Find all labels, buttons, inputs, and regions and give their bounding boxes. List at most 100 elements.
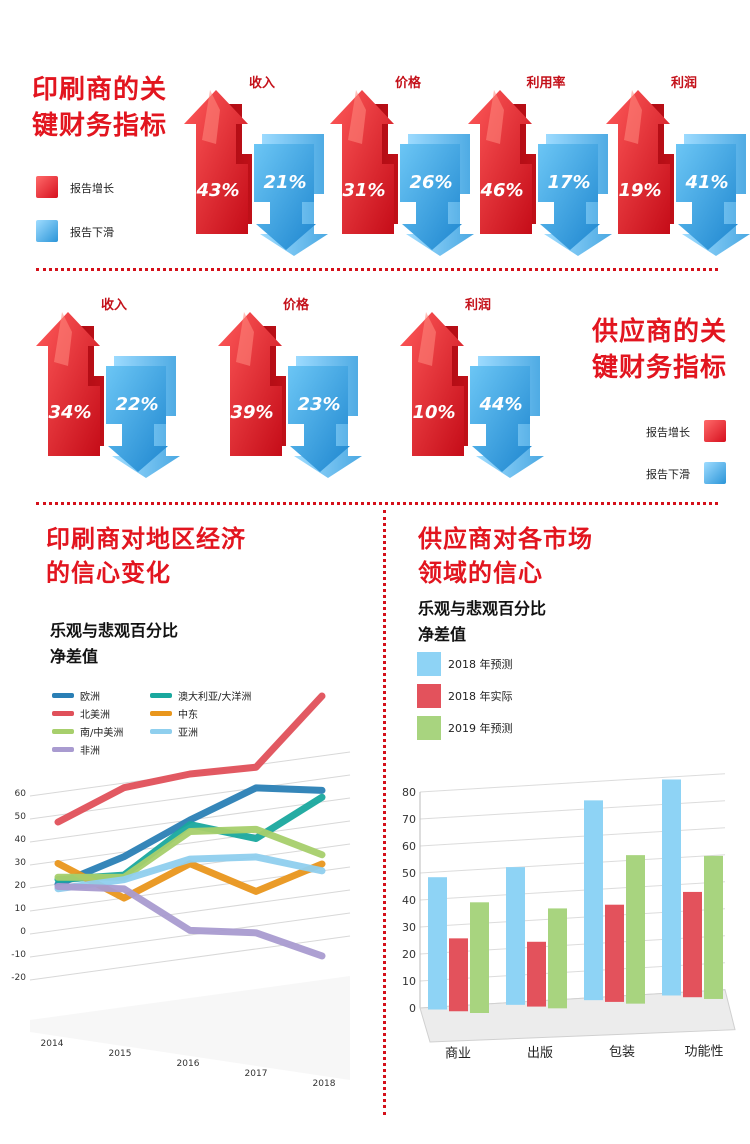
y-tick-label: 10 [15,904,27,914]
legend-up-swatch [704,420,726,442]
bar [626,855,645,1004]
y-tick-label: -20 [11,973,26,983]
printer-down-percent: 17% [547,172,590,193]
x-tick-label: 2014 [41,1039,64,1049]
printer-metric-label: 利用率 [526,76,566,91]
supplier-title-line2: 键财务指标 [592,353,728,383]
x-tick-label: 2018 [313,1079,336,1089]
down-arrow-icon [400,144,462,250]
bar [683,891,702,998]
category-label: 包装 [609,1045,635,1060]
up-arrow-icon [468,90,532,234]
printer-down-percent: 26% [409,172,452,193]
series-line [54,784,326,888]
printer-metric-label: 收入 [248,76,275,91]
y-tick-label: 20 [402,948,416,961]
down-arrow-icon [106,366,168,472]
up-arrow-icon [36,312,100,456]
bar [704,855,723,999]
bar [449,938,468,1012]
supplier-metric-label: 利润 [464,298,491,313]
legend-swatch [52,747,74,752]
printer-down-percent: 21% [263,172,306,193]
series-line [54,853,326,893]
legend-label: 非洲 [80,745,100,757]
bar-chart-title-line2: 领域的信心 [418,559,543,587]
bar [548,908,567,1009]
y-tick-label: -10 [11,950,26,960]
series-line [54,692,326,826]
line-chart-title: 印刷商对地区经济 的信心变化 [46,522,246,590]
up-arrow-highlight [418,312,436,366]
bar [584,800,603,1001]
bar-chart-title: 供应商对各市场 领域的信心 [418,522,593,590]
up-arrow-highlight [54,312,72,366]
legend-label: 澳大利亚/大洋洲 [178,690,251,703]
legend-swatch [52,729,74,734]
legend-down-swatch [36,220,58,242]
supplier-metric-label: 价格 [282,298,309,313]
down-arrow-icon [288,366,350,472]
y-tick-label: 40 [402,894,416,907]
gridline [29,820,351,866]
printer-metric-label: 价格 [394,76,421,91]
series-line [54,825,326,881]
printer-title-line2: 键财务指标 [32,111,168,141]
gridline [29,935,351,981]
down-arrow-icon [254,144,316,250]
down-arrow-icon [470,366,532,472]
line-chart-subtitle-line2: 净差值 [50,647,99,666]
y-tick-label: 40 [15,835,27,845]
supplier-title-line1: 供应商的关 [592,317,728,347]
y-tick-label: 30 [15,858,27,868]
category-label: 出版 [527,1046,553,1061]
legend-label: 亚洲 [178,727,198,739]
printer-title-line1: 印刷商的关 [32,75,168,105]
legend-swatch [417,684,441,708]
legend-label: 南/中美洲 [80,726,123,739]
gridline [419,773,726,793]
printer-legend-up-label: 报告增长 [70,182,114,195]
y-tick-label: 20 [15,881,27,891]
bar-chart-subtitle-line1: 乐观与悲观百分比 [418,599,547,618]
up-arrow-icon [218,312,282,456]
legend-swatch [150,729,172,734]
bar [662,779,681,996]
printer-arrow-pair: 43% 21% [184,90,328,256]
line-chart-subtitle: 乐观与悲观百分比 净差值 [50,618,178,670]
supplier-legend-up-label: 报告增长 [646,426,690,439]
line-chart-title-line2: 的信心变化 [46,559,171,587]
printer-title: 印刷商的关 键财务指标 [32,72,167,144]
series-line [54,882,326,960]
legend-down-swatch [704,462,726,484]
up-arrow-highlight [202,90,220,144]
printer-metric-label: 利润 [670,76,697,91]
bar [428,877,447,1010]
supplier-up-percent: 39% [230,402,273,423]
supplier-down-percent: 23% [297,394,340,415]
y-tick-label: 80 [402,786,416,799]
down-arrow-icon [538,144,600,250]
legend-label: 北美洲 [80,708,110,721]
supplier-arrow-pair: 34% 22% [36,312,180,478]
y-tick-label: 0 [20,927,26,937]
up-arrow-highlight [486,90,504,144]
printer-up-percent: 43% [195,180,239,201]
up-arrow-highlight [236,312,254,366]
section-divider [36,502,718,505]
x-tick-label: 2016 [177,1059,200,1069]
bar-chart-title-line1: 供应商对各市场 [418,525,593,553]
up-arrow-highlight [624,90,642,144]
bar-chart-subtitle: 乐观与悲观百分比 净差值 [418,596,546,648]
up-arrow-highlight [348,90,366,144]
supplier-down-percent: 44% [478,394,522,415]
up-arrow-icon [330,90,394,234]
chart-floor [30,976,350,1080]
y-tick-label: 10 [402,975,416,988]
supplier-arrow-pair: 39% 23% [218,312,362,478]
column-divider [383,510,386,1115]
legend-up-swatch [36,176,58,198]
printer-up-percent: 46% [479,180,523,201]
category-label: 商业 [445,1047,471,1062]
